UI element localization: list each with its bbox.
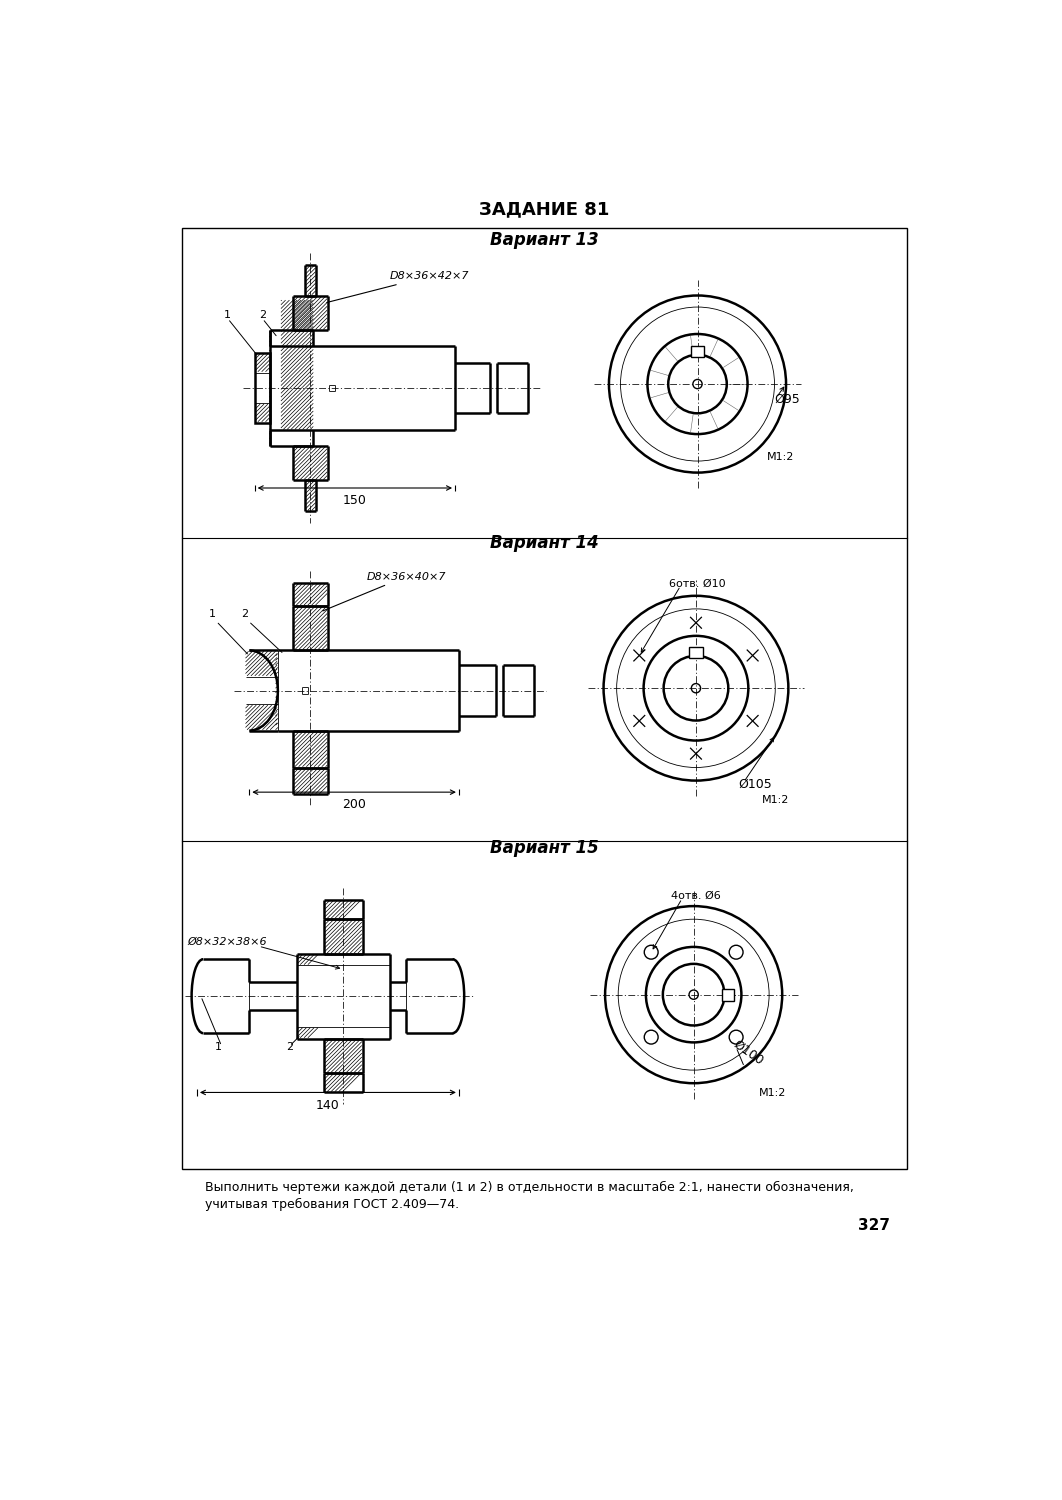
Text: 327: 327 xyxy=(858,1218,890,1233)
Text: Ø100: Ø100 xyxy=(731,1038,766,1068)
Text: 2: 2 xyxy=(286,1042,293,1052)
Text: D8×36×42×7: D8×36×42×7 xyxy=(327,272,469,303)
Text: 140: 140 xyxy=(316,1098,340,1112)
Text: 150: 150 xyxy=(343,494,366,507)
Text: M1:2: M1:2 xyxy=(767,452,794,462)
Text: 2: 2 xyxy=(259,310,266,320)
Bar xyxy=(255,354,270,423)
Text: Выполнить чертежи каждой детали (1 и 2) в отдельности в масштабе 2:1, нанести об: Выполнить чертежи каждой детали (1 и 2) … xyxy=(205,1180,854,1194)
Text: 2: 2 xyxy=(241,609,249,619)
Bar xyxy=(690,345,704,357)
Text: 1: 1 xyxy=(209,609,216,619)
Text: 4отв. Ø6: 4отв. Ø6 xyxy=(670,891,720,902)
Text: 200: 200 xyxy=(342,798,366,812)
Text: M1:2: M1:2 xyxy=(761,795,789,806)
Text: учитывая требования ГОСТ 2.409—74.: учитывая требования ГОСТ 2.409—74. xyxy=(205,1197,459,1210)
Text: Вариант 15: Вариант 15 xyxy=(490,839,599,856)
Text: ЗАДАНИЕ 81: ЗАДАНИЕ 81 xyxy=(479,201,610,219)
Bar xyxy=(689,646,703,658)
Bar xyxy=(722,988,735,1000)
Text: 1: 1 xyxy=(216,1042,222,1052)
Text: D8×36×40×7: D8×36×40×7 xyxy=(323,572,446,610)
Text: M1:2: M1:2 xyxy=(759,1088,787,1098)
Text: Ø105: Ø105 xyxy=(738,778,772,790)
Text: 6отв. Ø10: 6отв. Ø10 xyxy=(669,579,725,590)
Text: Вариант 14: Вариант 14 xyxy=(490,534,599,552)
Text: 1: 1 xyxy=(224,310,232,320)
Text: Вариант 13: Вариант 13 xyxy=(490,231,599,249)
Text: Ø95: Ø95 xyxy=(774,393,801,406)
Text: Ø8×32×38×6: Ø8×32×38×6 xyxy=(188,938,268,948)
